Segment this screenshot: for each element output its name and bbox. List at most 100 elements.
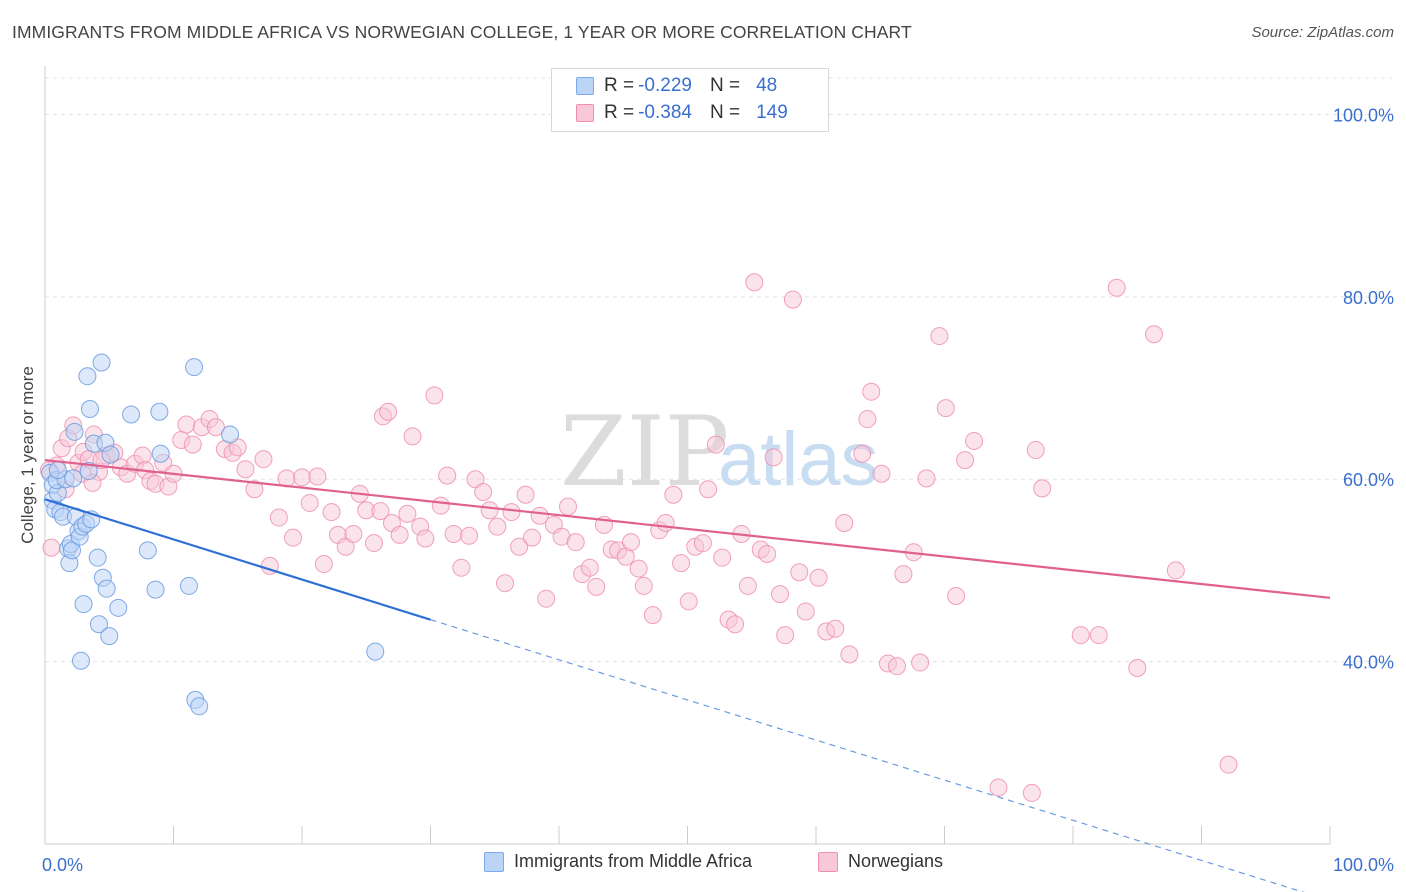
- point-norwegians: [566, 533, 585, 552]
- point-norwegians: [930, 327, 949, 346]
- point-norwegians: [796, 602, 815, 621]
- point-norwegians: [364, 534, 383, 553]
- point-norwegians: [826, 619, 845, 638]
- point-norwegians: [371, 502, 390, 521]
- point-norwegians: [530, 506, 549, 525]
- point-norwegians: [693, 534, 712, 553]
- point-norwegians: [713, 548, 732, 567]
- y-tick-label: 60.0%: [1343, 470, 1394, 490]
- legend-swatch-norwegians: [818, 851, 838, 872]
- trend-line-middle-africa: [44, 498, 431, 621]
- point-norwegians: [634, 576, 653, 595]
- point-norwegians: [502, 503, 521, 522]
- point-norwegians: [269, 508, 288, 527]
- point-norwegians: [580, 558, 599, 577]
- trend-line-middle-africa-extension: [430, 619, 1305, 892]
- point-middle-africa: [122, 405, 141, 424]
- point-middle-africa: [88, 548, 107, 567]
- point-norwegians: [853, 444, 872, 463]
- point-norwegians: [254, 450, 273, 469]
- point-middle-africa: [185, 358, 204, 377]
- point-norwegians: [390, 525, 409, 544]
- point-norwegians: [664, 485, 683, 504]
- point-norwegians: [726, 615, 745, 634]
- point-middle-africa: [74, 595, 93, 614]
- point-middle-africa: [151, 444, 170, 463]
- point-norwegians: [872, 464, 891, 483]
- point-norwegians: [1219, 755, 1238, 774]
- point-norwegians: [894, 565, 913, 584]
- point-norwegians: [965, 431, 984, 450]
- point-norwegians: [537, 589, 556, 608]
- point-middle-africa: [78, 367, 97, 386]
- point-norwegians: [1033, 479, 1052, 498]
- point-norwegians: [1107, 278, 1126, 297]
- point-norwegians: [293, 468, 311, 487]
- point-norwegians: [42, 538, 61, 557]
- point-norwegians: [488, 517, 507, 536]
- y-tick-label: 80.0%: [1343, 288, 1394, 308]
- point-norwegians: [284, 528, 303, 547]
- legend-item-middle-africa: Immigrants from Middle Africa: [484, 851, 752, 872]
- point-middle-africa: [97, 579, 116, 598]
- point-middle-africa: [100, 627, 119, 646]
- point-norwegians: [643, 606, 662, 625]
- axes: [44, 66, 1331, 845]
- x-tick-label: 100.0%: [1333, 855, 1394, 875]
- y-tick-label: 100.0%: [1333, 105, 1394, 125]
- point-norwegians: [699, 480, 718, 499]
- point-norwegians: [480, 501, 499, 520]
- point-norwegians: [496, 574, 515, 593]
- point-norwegians: [776, 626, 795, 645]
- point-norwegians: [133, 446, 152, 465]
- point-norwegians: [887, 657, 906, 676]
- point-norwegians: [1128, 659, 1147, 678]
- point-middle-africa: [71, 651, 90, 670]
- point-middle-africa: [65, 422, 84, 441]
- point-middle-africa: [64, 469, 83, 488]
- point-norwegians: [523, 528, 542, 547]
- point-norwegians: [629, 559, 648, 578]
- point-norwegians: [1071, 626, 1090, 645]
- legend-n-label: N =: [709, 75, 741, 96]
- point-norwegians: [917, 469, 936, 488]
- point-norwegians: [679, 592, 698, 611]
- chart-title: IMMIGRANTS FROM MIDDLE AFRICA VS NORWEGI…: [12, 22, 912, 42]
- point-norwegians: [460, 526, 479, 545]
- correlation-legend: R = -0.229 N = 48 R = -0.384 N = 149: [551, 68, 829, 132]
- tick-labels: 40.0% 60.0% 80.0% 100.0% 0.0% 100.0%: [42, 105, 1394, 875]
- point-norwegians: [177, 415, 196, 434]
- legend-label-middle-africa: Immigrants from Middle Africa: [514, 851, 753, 871]
- point-middle-africa: [109, 598, 128, 617]
- point-middle-africa: [150, 402, 169, 421]
- point-middle-africa: [101, 445, 120, 464]
- point-norwegians: [809, 568, 828, 587]
- point-norwegians: [835, 514, 854, 533]
- trend-lines: [44, 458, 1331, 892]
- point-norwegians: [672, 554, 691, 573]
- legend-r-value: -0.384: [638, 102, 692, 123]
- point-middle-africa: [146, 580, 165, 599]
- legend-swatch-middle-africa: [484, 851, 504, 872]
- point-norwegians: [206, 418, 225, 437]
- point-norwegians: [1144, 325, 1163, 344]
- point-middle-africa: [221, 425, 240, 444]
- legend-r-value: -0.229: [638, 75, 692, 96]
- point-norwegians: [771, 585, 790, 604]
- point-norwegians: [474, 483, 493, 502]
- point-norwegians: [416, 529, 435, 548]
- point-norwegians: [510, 537, 529, 556]
- legend-swatch-middle-africa: [576, 77, 594, 95]
- legend-r-label: R =: [604, 102, 635, 123]
- legend-item-norwegians: Norwegians: [818, 851, 943, 872]
- point-middle-africa: [48, 461, 67, 480]
- point-norwegians: [1166, 561, 1185, 580]
- point-norwegians: [764, 448, 783, 467]
- point-norwegians: [989, 778, 1008, 797]
- point-norwegians: [621, 533, 640, 552]
- legend-n-value: 149: [756, 102, 788, 123]
- source-credit: Source: ZipAtlas.com: [1251, 24, 1394, 41]
- series-norwegians-points: [39, 273, 1238, 802]
- point-norwegians: [936, 399, 955, 418]
